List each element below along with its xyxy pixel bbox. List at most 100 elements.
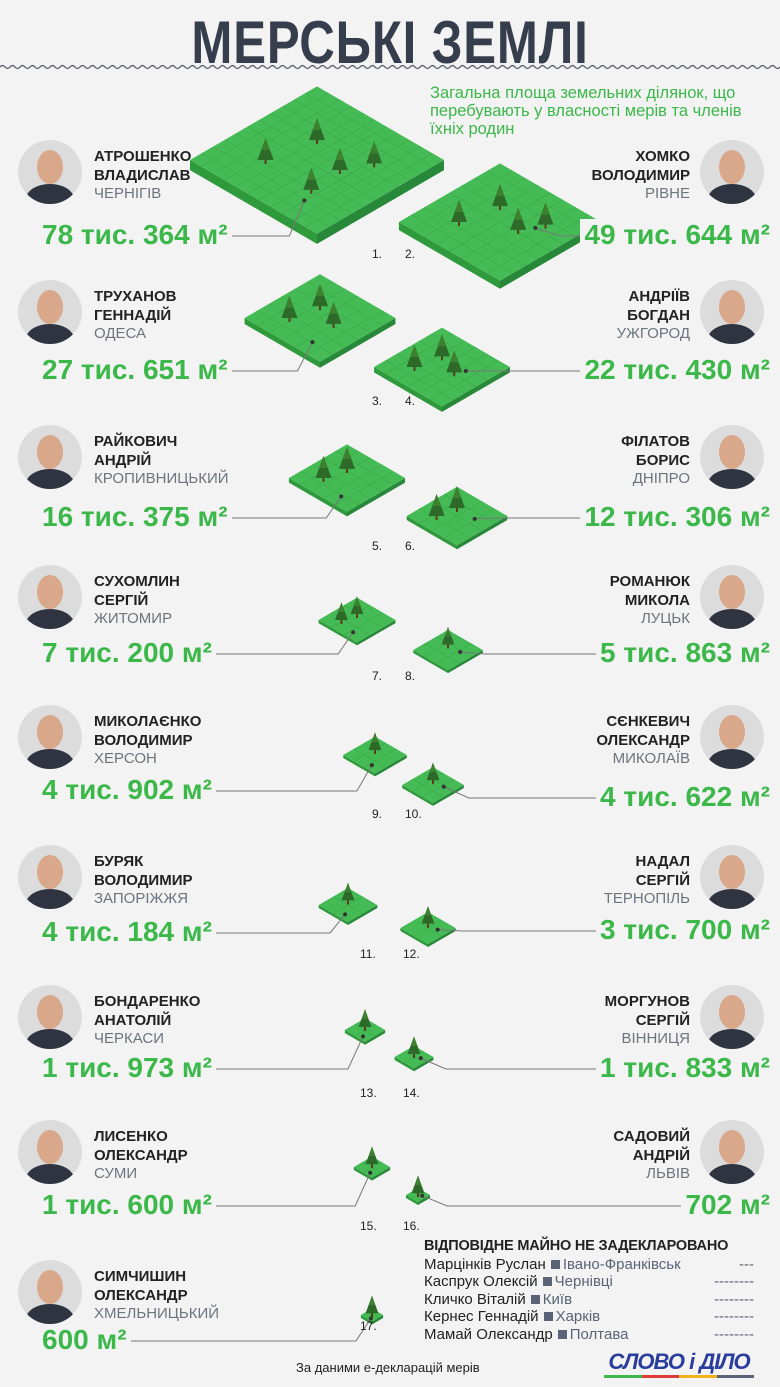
mayor-name-block: ЛИСЕНКО ОЛЕКСАНДР СУМИ bbox=[94, 1128, 244, 1184]
land-plot bbox=[405, 1175, 431, 1205]
land-area-value: 4 тис. 902 м² bbox=[38, 774, 216, 806]
tree-icon bbox=[428, 494, 445, 520]
mayor-first-name: СЕРГІЙ bbox=[635, 1011, 690, 1029]
avatar bbox=[700, 1120, 764, 1184]
avatar bbox=[700, 705, 764, 769]
plot-number: 11. bbox=[360, 947, 376, 961]
no-data-dash: -------- bbox=[714, 1308, 754, 1325]
mayor-name-block: ТРУХАНОВ ГЕННАДІЙ ОДЕСА bbox=[94, 288, 244, 344]
plot-number: 10. bbox=[405, 807, 422, 821]
land-area-value: 4 тис. 184 м² bbox=[38, 916, 216, 948]
plot-marker bbox=[310, 340, 315, 345]
mayor-city: КРОПИВНИЦЬКИЙ bbox=[94, 470, 229, 487]
mayor-city: ЧЕРКАСИ bbox=[94, 1030, 165, 1047]
plot-marker bbox=[458, 650, 463, 655]
mayor-first-name: БОГДАН bbox=[627, 306, 690, 324]
mayor-first-name: ОЛЕКСАНДР bbox=[94, 1286, 188, 1304]
mayor-surname: РАЙКОВИЧ bbox=[94, 433, 178, 450]
land-area-value: 78 тис. 364 м² bbox=[38, 219, 232, 251]
land-area-value: 4 тис. 622 м² bbox=[596, 781, 774, 813]
plot-surface bbox=[288, 444, 406, 512]
tree-icon bbox=[411, 1175, 425, 1198]
land-area-value: 1 тис. 600 м² bbox=[38, 1189, 216, 1221]
mayor-name-block: БУРЯК ВОЛОДИМИР ЗАПОРІЖЖЯ bbox=[94, 853, 244, 909]
tree-icon bbox=[257, 138, 274, 164]
logo-text: СЛОВО і ДІЛО bbox=[608, 1349, 750, 1374]
mayor-city: ЗАПОРІЖЖЯ bbox=[94, 890, 189, 907]
plot-marker bbox=[533, 225, 538, 230]
mayor-name-block: РАЙКОВИЧ АНДРІЙ КРОПИВНИЦЬКИЙ bbox=[94, 433, 244, 489]
plot-marker bbox=[418, 1056, 423, 1061]
no-data-dash: --- bbox=[739, 1255, 754, 1273]
tree-icon bbox=[365, 1146, 379, 1169]
square-bullet-icon bbox=[550, 1259, 560, 1269]
tree-icon bbox=[309, 118, 325, 145]
plot-marker bbox=[441, 784, 446, 789]
not-declared-heading: ВІДПОВІДНЕ МАЙНО НЕ ЗАДЕКЛАРОВАНО bbox=[424, 1238, 729, 1254]
mayor-first-name: ОЛЕКСАНДР bbox=[94, 1146, 188, 1164]
avatar bbox=[18, 140, 82, 204]
mayor-surname: НАДАЛ bbox=[635, 853, 690, 870]
leader-line bbox=[40, 1318, 372, 1342]
mayor-surname: БУРЯК bbox=[94, 853, 144, 870]
avatar bbox=[18, 425, 82, 489]
avatar bbox=[18, 565, 82, 629]
land-area-value: 3 тис. 700 м² bbox=[596, 914, 774, 946]
mayor-surname: БОНДАРЕНКО bbox=[94, 993, 201, 1010]
plot-marker bbox=[351, 630, 356, 635]
mayor-surname: СИМЧИШИН bbox=[94, 1268, 187, 1285]
land-plot bbox=[402, 762, 464, 806]
plot-surface bbox=[343, 736, 407, 774]
leader-line bbox=[422, 1195, 740, 1207]
land-plot bbox=[318, 596, 396, 646]
plot-marker bbox=[360, 1034, 365, 1039]
tree-icon bbox=[281, 296, 298, 322]
mayor-first-name: ВОЛОДИМИР bbox=[591, 166, 691, 184]
plot-marker bbox=[302, 198, 307, 203]
plot-number: 3. bbox=[372, 394, 382, 408]
plot-number: 13. bbox=[360, 1086, 377, 1100]
land-plot bbox=[344, 1009, 386, 1045]
plot-number: 8. bbox=[405, 669, 415, 683]
land-plot bbox=[244, 274, 396, 368]
mayor-city: ОДЕСА bbox=[94, 325, 147, 342]
mayor-first-name: БОРИС bbox=[635, 451, 690, 469]
mayor-surname: МИКОЛАЄНКО bbox=[94, 713, 202, 730]
mayor-name-block: РОМАНЮК МИКОЛА ЛУЦЬК bbox=[540, 573, 690, 629]
plot-number: 4. bbox=[405, 394, 415, 408]
land-area-value: 5 тис. 863 м² bbox=[596, 637, 774, 669]
mayor-name-block: СУХОМЛИН СЕРГІЙ ЖИТОМИР bbox=[94, 573, 244, 629]
land-plot bbox=[374, 327, 510, 412]
mayor-first-name: АНДРІЙ bbox=[94, 451, 152, 469]
mayor-name: Кернес Геннадій bbox=[424, 1308, 539, 1325]
land-area-value: 600 м² bbox=[38, 1324, 131, 1356]
avatar bbox=[18, 985, 82, 1049]
plot-number: 15. bbox=[360, 1219, 377, 1233]
avatar bbox=[700, 985, 764, 1049]
mayor-city: СУМИ bbox=[94, 1165, 138, 1182]
mayor-name-block: ФІЛАТОВ БОРИС ДНІПРО bbox=[540, 433, 690, 489]
tree-icon bbox=[451, 200, 468, 226]
land-area-value: 1 тис. 973 м² bbox=[38, 1052, 216, 1084]
mayor-first-name: АНАТОЛІЙ bbox=[94, 1011, 172, 1029]
mayor-city: ВІННИЦЯ bbox=[621, 1030, 690, 1047]
plot-number: 12. bbox=[403, 947, 420, 961]
mayor-name-block: МИКОЛАЄНКО ВОЛОДИМИР ХЕРСОН bbox=[94, 713, 244, 769]
plot-marker bbox=[463, 368, 468, 373]
mayor-city: ХМЕЛЬНИЦЬКИЙ bbox=[94, 1305, 220, 1322]
mayor-surname: ФІЛАТОВ bbox=[621, 433, 690, 450]
mayor-first-name: МИКОЛА bbox=[624, 591, 690, 609]
land-area-value: 1 тис. 833 м² bbox=[596, 1052, 774, 1084]
plot-marker bbox=[339, 494, 344, 499]
city: Київ bbox=[542, 1290, 573, 1308]
not-declared-list: ВІДПОВІДНЕ МАЙНО НЕ ЗАДЕКЛАРОВАНО Марцін… bbox=[424, 1238, 754, 1343]
mayor-surname: ХОМКО bbox=[635, 148, 690, 165]
mayor-city: УЖГОРОД bbox=[616, 325, 691, 342]
land-area-value: 16 тис. 375 м² bbox=[38, 501, 232, 533]
mayor-first-name: ГЕННАДІЙ bbox=[94, 306, 172, 324]
mayor-name: Каспрук Олексій bbox=[424, 1273, 538, 1290]
tree-icon bbox=[312, 284, 328, 311]
tree-icon bbox=[407, 1036, 421, 1058]
mayor-surname: ЛИСЕНКО bbox=[94, 1128, 168, 1145]
mayor-first-name: ВОЛОДИМИР bbox=[94, 731, 193, 749]
